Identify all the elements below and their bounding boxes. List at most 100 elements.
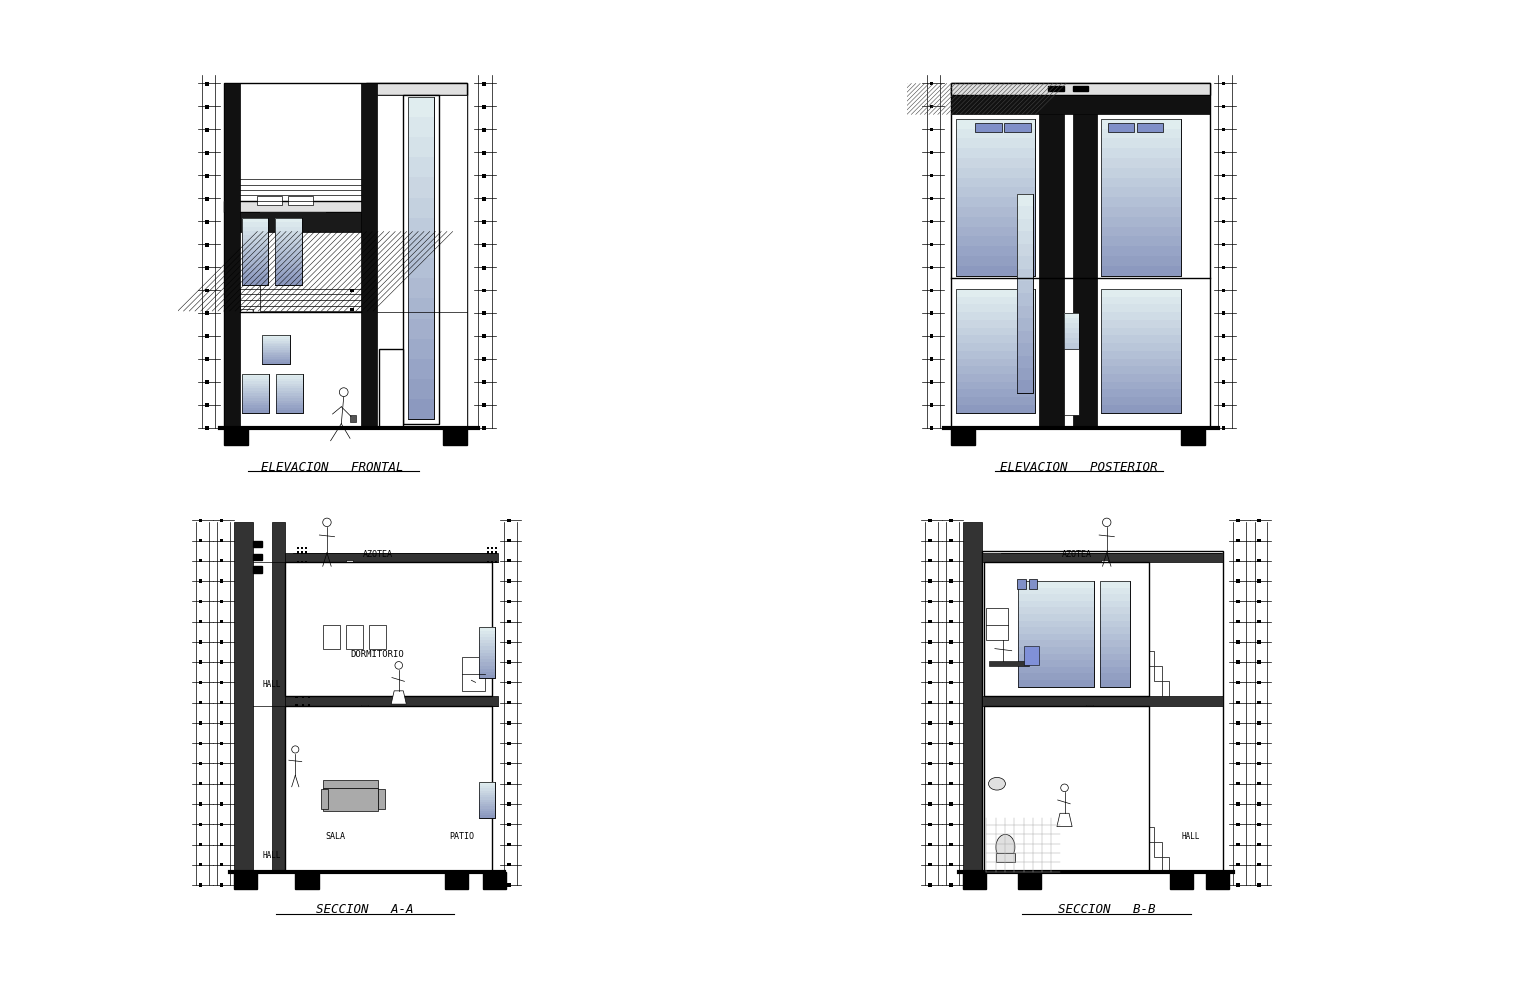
Bar (491, 547, 492, 549)
Bar (930, 289, 933, 292)
Bar (242, 222, 269, 227)
Bar (242, 259, 269, 264)
Bar (220, 762, 223, 765)
Bar (955, 129, 1034, 138)
Bar (275, 231, 301, 235)
Bar (276, 401, 304, 403)
Bar (276, 374, 304, 412)
Bar (478, 804, 495, 806)
Bar (261, 337, 290, 339)
Bar (1101, 398, 1180, 405)
Bar (928, 559, 931, 563)
Bar (225, 83, 468, 428)
Bar (482, 150, 486, 154)
Bar (261, 341, 290, 343)
Bar (1101, 289, 1180, 297)
Bar (955, 158, 1034, 168)
Bar (1100, 594, 1130, 601)
Bar (955, 119, 1034, 276)
Bar (1018, 872, 1042, 890)
Bar (1147, 651, 1154, 666)
Bar (1124, 605, 1132, 621)
Bar (949, 701, 952, 704)
Bar (240, 308, 252, 312)
Bar (275, 218, 301, 222)
Bar (486, 547, 489, 549)
Bar (1236, 661, 1240, 664)
Bar (261, 356, 290, 358)
Bar (1101, 168, 1180, 178)
Bar (407, 97, 434, 419)
Bar (220, 518, 223, 522)
Bar (302, 704, 304, 707)
Bar (495, 552, 497, 554)
Bar (445, 872, 468, 890)
Bar (507, 640, 510, 643)
Bar (275, 281, 301, 285)
Bar (507, 802, 510, 805)
Bar (507, 681, 510, 684)
Bar (949, 620, 952, 624)
Bar (1162, 857, 1170, 872)
Bar (482, 357, 486, 361)
Bar (1101, 197, 1180, 207)
Bar (949, 782, 952, 786)
Bar (478, 630, 495, 633)
Bar (955, 382, 1034, 390)
Bar (284, 706, 492, 872)
Bar (975, 124, 1003, 133)
Bar (928, 802, 931, 805)
Bar (1100, 581, 1130, 587)
Bar (242, 276, 269, 281)
Bar (407, 238, 434, 258)
Bar (951, 94, 1209, 115)
Bar (996, 852, 1015, 862)
Bar (482, 174, 486, 178)
Bar (1101, 336, 1180, 343)
Bar (1139, 811, 1147, 827)
Bar (272, 522, 284, 872)
Bar (322, 605, 330, 621)
Bar (242, 268, 269, 272)
Bar (1018, 614, 1094, 621)
Bar (407, 157, 434, 178)
Bar (1100, 614, 1130, 621)
Bar (1221, 265, 1226, 269)
Bar (1101, 237, 1180, 246)
Bar (482, 220, 486, 224)
Bar (1154, 842, 1162, 857)
Bar (495, 547, 497, 549)
Bar (478, 633, 495, 637)
Bar (330, 766, 337, 782)
Bar (1063, 318, 1078, 323)
Bar (254, 541, 261, 547)
Bar (930, 265, 933, 269)
Bar (482, 426, 486, 430)
Bar (1101, 138, 1180, 148)
Bar (1100, 660, 1130, 667)
Polygon shape (390, 691, 407, 704)
Bar (955, 119, 1034, 129)
Bar (261, 343, 290, 345)
Bar (296, 561, 299, 563)
Bar (307, 635, 314, 651)
Bar (949, 600, 952, 603)
Bar (242, 391, 269, 393)
Bar (199, 802, 202, 805)
Bar (955, 289, 1034, 297)
Bar (308, 695, 310, 697)
Bar (478, 792, 495, 795)
Bar (1236, 518, 1240, 522)
Bar (478, 637, 495, 640)
Bar (507, 620, 510, 624)
Bar (955, 197, 1034, 207)
Bar (360, 705, 368, 721)
Bar (242, 403, 269, 406)
Bar (1018, 647, 1094, 654)
Bar (1018, 627, 1094, 633)
Bar (1101, 343, 1180, 351)
Bar (322, 788, 378, 811)
Bar (482, 289, 486, 293)
Bar (1236, 559, 1240, 563)
Bar (930, 105, 933, 108)
